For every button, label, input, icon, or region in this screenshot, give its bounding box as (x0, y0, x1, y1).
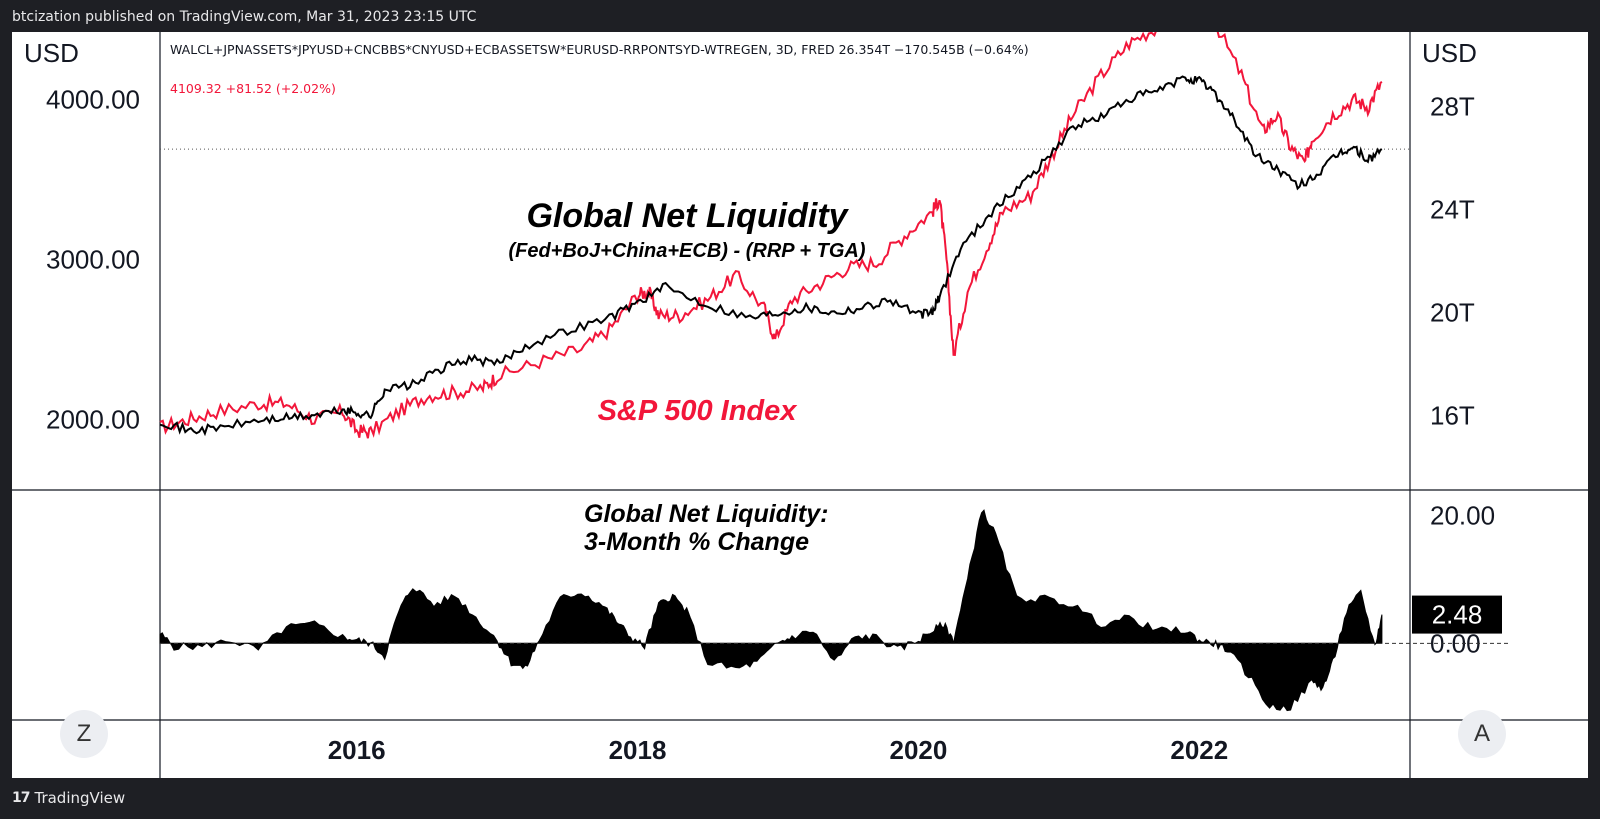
pane2-title: Global Net Liquidity: (584, 500, 828, 528)
right-axis-tick: 20T (1430, 297, 1475, 327)
tradingview-logo-icon: 17 (12, 790, 31, 806)
last-value-badge (1412, 595, 1502, 634)
x-axis-tick: 2022 (1170, 735, 1228, 765)
chart-subtitle: (Fed+BoJ+China+ECB) - (RRP + TGA) (508, 240, 865, 262)
symbol-legend: WALCL+JPNASSETS*JPYUSD+CNCBBS*CNYUSD+ECB… (170, 42, 1029, 57)
chart-frame: WALCL+JPNASSETS*JPYUSD+CNCBBS*CNYUSD+ECB… (12, 0, 1588, 778)
left-axis-unit: USD (24, 38, 79, 68)
left-axis-tick: 3000.00 (46, 244, 140, 274)
right-axis-tick: 16T (1430, 400, 1475, 430)
sp500-legend: 4109.32 +81.52 (+2.02%) (170, 81, 336, 96)
publish-info: btcization published on TradingView.com,… (12, 9, 477, 25)
sp500-annotation: S&P 500 Index (598, 395, 799, 427)
zoom-button[interactable]: Z (60, 710, 108, 758)
left-axis-tick: 4000.00 (46, 84, 140, 114)
x-axis-tick: 2020 (890, 735, 948, 765)
left-axis-tick: 2000.00 (46, 405, 140, 435)
right-axis-tick: 28T (1430, 92, 1475, 122)
chart-svg[interactable]: WALCL+JPNASSETS*JPYUSD+CNCBBS*CNYUSD+ECB… (12, 0, 1588, 778)
sp500-line (159, 0, 1383, 439)
chart-title: Global Net Liquidity (526, 197, 849, 235)
last-value-badge-text: 2.48 (1432, 600, 1483, 630)
pane2-subtitle: 3-Month % Change (584, 528, 809, 556)
footer: 17 TradingView (12, 789, 125, 807)
footer-brand: TradingView (34, 789, 126, 807)
x-axis-tick: 2016 (328, 735, 386, 765)
right-axis-tick: 24T (1430, 195, 1475, 225)
liquidity-line (159, 75, 1383, 437)
right-axis-unit: USD (1422, 38, 1477, 68)
auto-scale-button[interactable]: A (1458, 710, 1506, 758)
x-axis-tick: 2018 (609, 735, 667, 765)
pane2-axis-tick: 20.00 (1430, 501, 1495, 531)
liquidity-change-area (159, 509, 1383, 712)
